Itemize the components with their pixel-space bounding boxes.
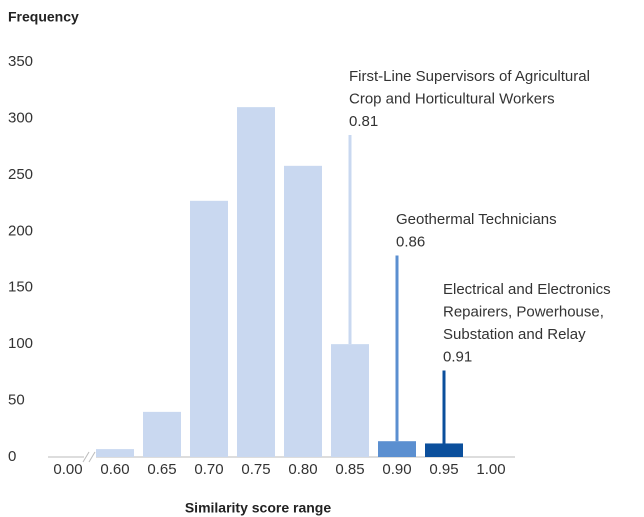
y-tick-label: 50 bbox=[8, 392, 25, 409]
x-tick-label: 0.75 bbox=[241, 461, 270, 478]
annotation-text: First-Line Supervisors of Agricultural bbox=[349, 68, 590, 85]
axis-break-gap bbox=[84, 451, 96, 463]
bar bbox=[143, 411, 181, 457]
x-tick-label: 0.95 bbox=[429, 461, 458, 478]
annotation-value: 0.86 bbox=[396, 233, 425, 250]
y-axis-title: Frequency bbox=[8, 9, 79, 25]
x-tick-label: 0.00 bbox=[53, 461, 82, 478]
annotation-value: 0.81 bbox=[349, 113, 378, 130]
annotation-text: Electrical and Electronics bbox=[443, 281, 611, 298]
axis-break bbox=[82, 451, 90, 463]
x-axis-title: Similarity score range bbox=[185, 500, 332, 516]
annotation-text: Geothermal Technicians bbox=[396, 211, 557, 228]
annotation-value: 0.91 bbox=[443, 348, 472, 365]
y-tick-label: 0 bbox=[8, 448, 16, 465]
bar bbox=[284, 165, 322, 458]
y-tick-label: 250 bbox=[8, 166, 33, 183]
y-tick-label: 200 bbox=[8, 222, 33, 239]
x-tick-label: 0.80 bbox=[288, 461, 317, 478]
x-tick-label: 0.90 bbox=[382, 461, 411, 478]
bar bbox=[378, 441, 416, 457]
bar bbox=[190, 200, 228, 458]
bar bbox=[237, 107, 275, 458]
bar bbox=[425, 443, 463, 457]
axis-break bbox=[88, 451, 96, 463]
y-tick-label: 100 bbox=[8, 335, 33, 352]
annotation-text: Substation and Relay bbox=[443, 326, 586, 343]
annotation-text: Crop and Horticultural Workers bbox=[349, 90, 555, 107]
x-tick-label: 0.65 bbox=[147, 461, 176, 478]
bar bbox=[96, 449, 134, 457]
bar bbox=[331, 344, 369, 457]
x-tick-label: 0.60 bbox=[100, 461, 129, 478]
y-tick-label: 300 bbox=[8, 109, 33, 126]
y-tick-label: 150 bbox=[8, 279, 33, 296]
x-tick-label: 1.00 bbox=[476, 461, 505, 478]
y-tick-label: 350 bbox=[8, 53, 33, 70]
annotation-text: Repairers, Powerhouse, bbox=[443, 303, 604, 320]
x-tick-label: 0.70 bbox=[194, 461, 223, 478]
x-tick-label: 0.85 bbox=[335, 461, 364, 478]
